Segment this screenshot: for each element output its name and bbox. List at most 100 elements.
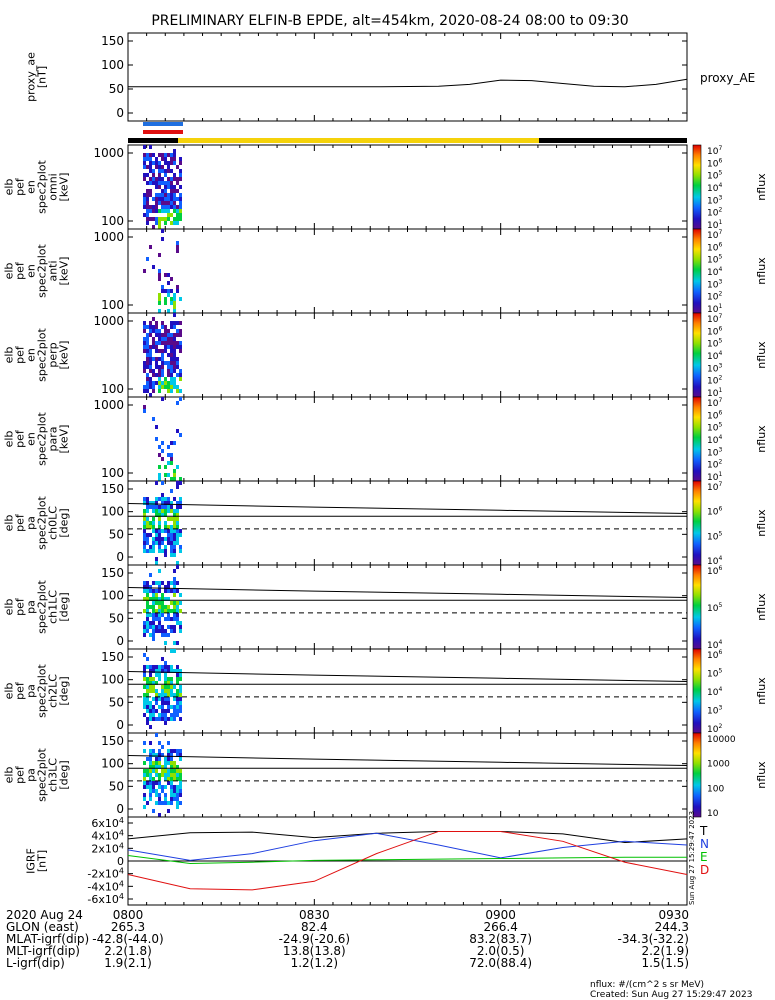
- spectrogram-cell: [173, 697, 176, 701]
- spectrogram-cell: [173, 713, 176, 717]
- spectrogram-cell: [155, 793, 158, 797]
- spectrogram-cell: [158, 669, 161, 673]
- spectrogram-cell: [176, 329, 179, 333]
- spectrogram-cell: [164, 217, 167, 221]
- spectrogram-cell: [176, 693, 179, 697]
- spectrogram-cell: [152, 509, 155, 513]
- spectrogram-cell: [164, 181, 167, 185]
- spectrogram-cell: [173, 497, 176, 501]
- spectrogram-cell: [173, 345, 176, 349]
- spectrogram-cell: [173, 305, 176, 309]
- spectrogram-cell: [164, 497, 167, 501]
- spectrogram-cell: [161, 613, 164, 617]
- spectrogram-cell: [158, 569, 161, 573]
- spectrogram-cell: [161, 229, 164, 233]
- spectrogram-cell: [173, 217, 176, 221]
- ylabel-word: pef: [14, 765, 27, 784]
- ytick-label: 0: [116, 802, 124, 816]
- spectrogram-cell: [167, 473, 170, 477]
- spectrogram-cell: [176, 321, 179, 325]
- spectrogram-cell: [179, 157, 182, 161]
- spectrogram-cell: [155, 601, 158, 605]
- spectrogram-cell: [161, 153, 164, 157]
- spectrogram-cell: [155, 801, 158, 805]
- panel-frame: [127, 396, 688, 482]
- spectrogram-cell: [167, 453, 170, 457]
- colorbar-tick-label: 106: [707, 565, 722, 577]
- spectrogram-cell: [158, 497, 161, 501]
- spectrogram-cell: [152, 609, 155, 613]
- spectrogram-cell: [170, 353, 173, 357]
- spectrogram-cell: [155, 533, 158, 537]
- xaxis-row-label: GLON (east): [6, 920, 79, 934]
- spectrogram-cell: [179, 369, 182, 373]
- spectrogram-cell: [149, 789, 152, 793]
- spectrogram-cell: [143, 197, 146, 201]
- spectrogram-cell: [146, 381, 149, 385]
- spectrogram-cell: [176, 181, 179, 185]
- spectrogram-cell: [167, 365, 170, 369]
- spectrogram-cell: [146, 801, 149, 805]
- spectrogram-cell: [143, 677, 146, 681]
- spectrogram-cell: [164, 329, 167, 333]
- spectrogram-cell: [158, 797, 161, 801]
- spectrogram-cell: [158, 513, 161, 517]
- spectrogram-cell: [167, 685, 170, 689]
- spectrogram-cell: [164, 161, 167, 165]
- spectrogram-cell: [176, 793, 179, 797]
- spectrogram-cell: [167, 769, 170, 773]
- spectrogram-cell: [158, 165, 161, 169]
- loss-cone-lines: [127, 755, 688, 782]
- xaxis-row-value: -34.3(-32.2): [618, 932, 689, 946]
- spectrogram-cell: [152, 501, 155, 505]
- spectrogram-cell: [176, 389, 179, 393]
- spectrogram-cell: [146, 193, 149, 197]
- spectrogram-cell: [143, 329, 146, 333]
- spectrogram-cell: [143, 669, 146, 673]
- spectrogram-cell: [170, 381, 173, 385]
- spectrogram-cell: [167, 749, 170, 753]
- spectrogram-cell: [158, 613, 161, 617]
- spectrogram-cell: [143, 173, 146, 177]
- spectrogram-cell: [161, 509, 164, 513]
- spectrogram-cell: [152, 765, 155, 769]
- spectrogram-cell: [143, 497, 146, 501]
- spectrogram-cell: [152, 581, 155, 585]
- spectrogram-cell: [179, 629, 182, 633]
- spectrogram-cell: [155, 613, 158, 617]
- spectrogram-cell: [158, 617, 161, 621]
- spectrogram-cell: [167, 281, 170, 285]
- spectrogram-cell: [167, 153, 170, 157]
- spectrogram-cell: [161, 357, 164, 361]
- spectrogram-cell: [167, 537, 170, 541]
- spectrogram-cell: [176, 517, 179, 521]
- spectrogram-cell: [161, 373, 164, 377]
- spectrogram-cell: [146, 197, 149, 201]
- spectrogram-cell: [176, 529, 179, 533]
- spectrogram-cell: [158, 333, 161, 337]
- ylabel-word: para: [47, 427, 60, 452]
- spectrogram-cell: [170, 689, 173, 693]
- spectrogram-cell: [164, 585, 167, 589]
- loss-cone-lines: [127, 587, 688, 614]
- spectrogram-cell: [170, 777, 173, 781]
- spectrogram-cell: [179, 477, 182, 481]
- colorbar-tick-label: 107: [707, 313, 722, 325]
- spectrogram-cell: [164, 761, 167, 765]
- spectrogram-cell: [146, 221, 149, 225]
- spectrogram-cell: [173, 669, 176, 673]
- spectrogram-cell: [158, 341, 161, 345]
- spectrogram-cell: [158, 693, 161, 697]
- spectrogram-cell: [155, 161, 158, 165]
- spectrogram-cell: [170, 617, 173, 621]
- spectrogram-cell: [170, 289, 173, 293]
- spectrogram-cell: [161, 701, 164, 705]
- spectrogram-cell: [161, 529, 164, 533]
- ytick-label: 1000: [93, 146, 124, 160]
- spectrogram-cell: [176, 485, 179, 489]
- spectrogram-cell: [176, 245, 179, 249]
- spectrogram-cell: [152, 809, 155, 813]
- spectrogram-cell: [173, 537, 176, 541]
- spectrogram-cell: [158, 225, 161, 229]
- ytick-label: 100: [101, 58, 124, 72]
